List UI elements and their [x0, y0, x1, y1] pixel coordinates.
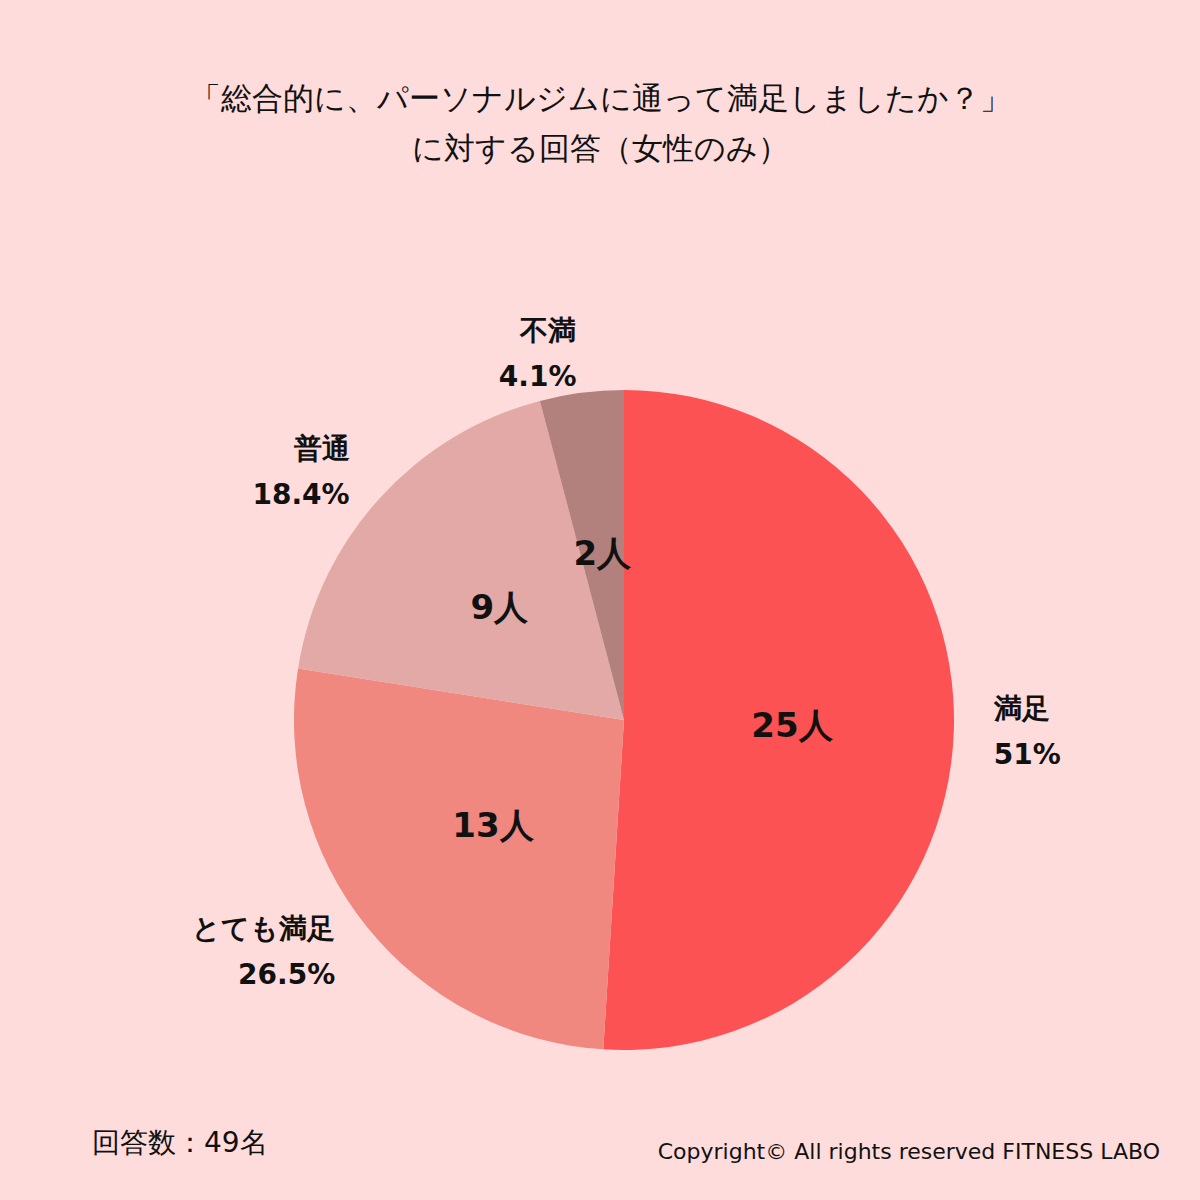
svg-text:18.4%: 18.4% — [252, 478, 349, 511]
svg-text:「総合的に、パーソナルジムに通って満足しましたか？」: 「総合的に、パーソナルジムに通って満足しましたか？」 — [190, 80, 1011, 116]
svg-text:2人: 2人 — [574, 533, 633, 573]
svg-text:9人: 9人 — [471, 587, 530, 627]
svg-text:4.1%: 4.1% — [499, 360, 577, 393]
svg-text:満足: 満足 — [993, 692, 1050, 725]
svg-text:25人: 25人 — [751, 705, 833, 745]
svg-text:とても満足: とても満足 — [192, 912, 335, 945]
svg-text:51%: 51% — [994, 738, 1061, 771]
svg-text:13人: 13人 — [452, 805, 534, 845]
svg-text:普通: 普通 — [293, 432, 350, 465]
svg-text:回答数：49名: 回答数：49名 — [92, 1126, 268, 1159]
svg-text:26.5%: 26.5% — [238, 958, 335, 991]
svg-text:Copyright© All rights reserved: Copyright© All rights reserved FITNESS L… — [658, 1139, 1160, 1164]
svg-text:不満: 不満 — [519, 314, 576, 347]
svg-text:に対する回答（女性のみ）: に対する回答（女性のみ） — [412, 130, 789, 166]
